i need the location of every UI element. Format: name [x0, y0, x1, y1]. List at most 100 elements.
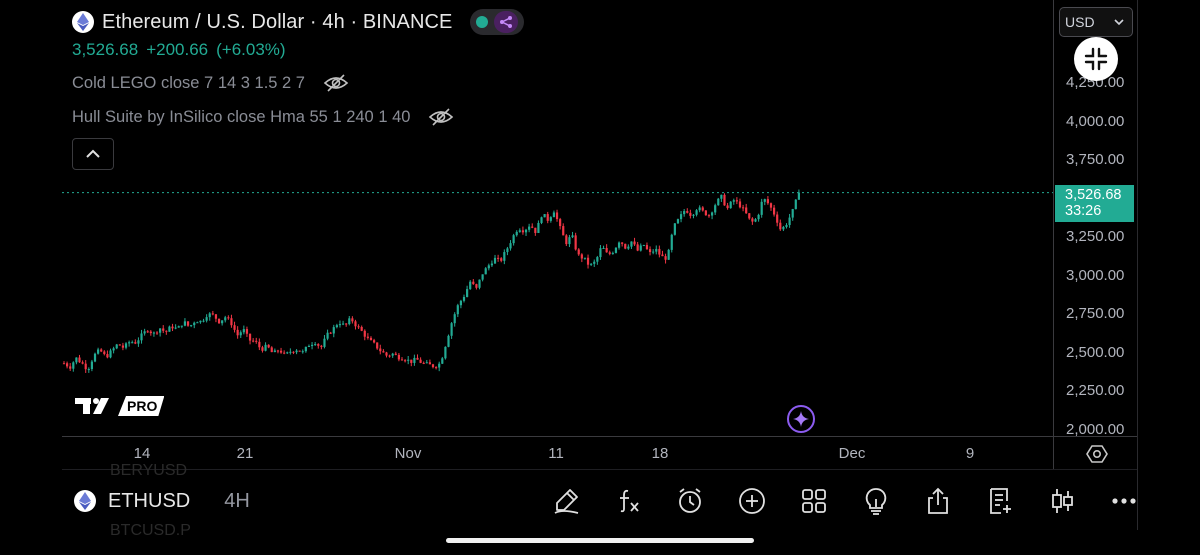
candle-up — [193, 322, 196, 326]
chart-pane[interactable] — [62, 0, 1054, 436]
candle-up — [679, 214, 683, 220]
candle-down — [574, 235, 577, 250]
candle-up — [729, 201, 732, 209]
price-tick: 4,000.00 — [1066, 113, 1125, 130]
watchlist-button[interactable] — [969, 476, 1031, 526]
eye-off-icon[interactable] — [428, 107, 454, 127]
ai-spark-button[interactable] — [786, 404, 816, 434]
candle-down — [534, 227, 537, 233]
ideas-button[interactable] — [845, 476, 907, 526]
candle-up — [307, 346, 311, 348]
price-tick: 2,750.00 — [1066, 305, 1125, 322]
candle-up — [481, 274, 484, 280]
candle-up — [797, 192, 800, 200]
candle-down — [376, 342, 379, 349]
candle-down — [230, 318, 233, 326]
collapse-legend-button[interactable] — [72, 138, 114, 170]
alarm-icon — [679, 488, 701, 513]
candle-down — [751, 218, 754, 222]
candle-up — [518, 230, 521, 232]
candle-up — [273, 350, 276, 353]
candle-up — [341, 323, 345, 325]
time-tick: 21 — [236, 445, 254, 462]
time-axis[interactable]: 14 21 Nov 11 18 Dec 9 — [62, 437, 1054, 469]
indicator-hull-suite[interactable]: Hull Suite by InSilico close Hma 55 1 24… — [72, 106, 524, 128]
indicator-cold-lego[interactable]: Cold LEGO close 7 14 3 1.5 2 7 — [72, 72, 524, 94]
drawing-tools-button[interactable] — [535, 476, 597, 526]
status-pill[interactable] — [470, 9, 525, 35]
candle-down — [276, 350, 280, 352]
candle-up — [310, 344, 314, 347]
candle-up — [754, 219, 757, 222]
eye-off-icon[interactable] — [323, 73, 349, 93]
tradingview-logo: PRO — [75, 396, 164, 416]
candle-down — [779, 222, 782, 230]
candle-up — [617, 242, 621, 248]
candle-down — [354, 321, 357, 327]
ghost-symbol-above: BERYUSD — [110, 462, 188, 479]
ethereum-logo-icon — [72, 11, 94, 33]
layout-button[interactable] — [783, 476, 845, 526]
price-axis[interactable]: 4,250.00 4,000.00 3,750.00 3,250.00 3,00… — [1054, 0, 1138, 438]
candle-up — [695, 210, 698, 215]
candle-up — [478, 279, 481, 288]
symbol-button[interactable]: ETHUSD — [74, 490, 190, 513]
candle-down — [357, 326, 360, 328]
candle-up — [757, 214, 760, 220]
currency-select[interactable]: USD — [1059, 7, 1133, 37]
candle-up — [599, 248, 602, 258]
price-tick: 2,250.00 — [1066, 382, 1125, 399]
candle-down — [211, 313, 214, 315]
candle-up — [639, 245, 642, 251]
candle-up — [289, 351, 292, 353]
alerts-button[interactable] — [659, 476, 721, 526]
candle-down — [283, 352, 286, 354]
symbol-title[interactable]: Ethereum / U.S. Dollar · 4h · BINANCE — [102, 10, 453, 33]
candle-up — [239, 332, 242, 336]
candle-down — [400, 359, 404, 361]
candlestick-chart[interactable] — [62, 0, 1054, 436]
chart-settings-button[interactable] — [1086, 443, 1108, 465]
candle-up — [143, 331, 146, 334]
candle-up — [124, 343, 128, 348]
candles-style-button[interactable] — [1031, 476, 1093, 526]
candle-down — [155, 332, 159, 334]
share-button[interactable] — [907, 476, 969, 526]
candle-up — [714, 205, 717, 213]
candle-down — [217, 318, 221, 324]
legend-title-row[interactable]: Ethereum / U.S. Dollar · 4h · BINANCE — [72, 8, 525, 36]
indicator-label[interactable]: Hull Suite by InSilico close Hma 55 1 24… — [72, 107, 411, 126]
candle-up — [673, 223, 676, 235]
symbol-name[interactable]: ETHUSD — [108, 489, 191, 512]
candle-down — [121, 345, 125, 348]
candle-up — [583, 257, 587, 259]
indicators-button[interactable] — [597, 476, 659, 526]
exit-fullscreen-button[interactable] — [1074, 37, 1118, 81]
candle-up — [90, 361, 94, 370]
candle-up — [314, 344, 317, 346]
candle-up — [180, 325, 183, 327]
interval-button[interactable]: 4H — [224, 489, 250, 512]
candle-up — [462, 296, 466, 301]
candle-down — [165, 330, 168, 332]
live-dot-icon — [476, 16, 489, 28]
more-icon — [1112, 498, 1136, 504]
candle-up — [627, 246, 630, 249]
home-indicator — [446, 538, 754, 543]
candle-down — [270, 347, 273, 353]
candle-up — [515, 231, 518, 236]
candle-down — [397, 354, 400, 360]
candle-down — [431, 364, 435, 368]
candle-up — [683, 211, 686, 215]
add-icon — [739, 488, 765, 514]
add-button[interactable] — [721, 476, 783, 526]
candle-down — [279, 350, 283, 353]
candle-up — [710, 212, 714, 216]
alert-share-icon[interactable] — [494, 11, 519, 33]
more-button[interactable] — [1093, 476, 1155, 526]
candles-icon — [1052, 489, 1073, 513]
candle-up — [493, 257, 497, 264]
bottom-toolbar: ETHUSD 4H — [62, 476, 1138, 526]
time-tick: Nov — [394, 445, 422, 462]
indicator-label[interactable]: Cold LEGO close 7 14 3 1.5 2 7 — [72, 73, 305, 92]
